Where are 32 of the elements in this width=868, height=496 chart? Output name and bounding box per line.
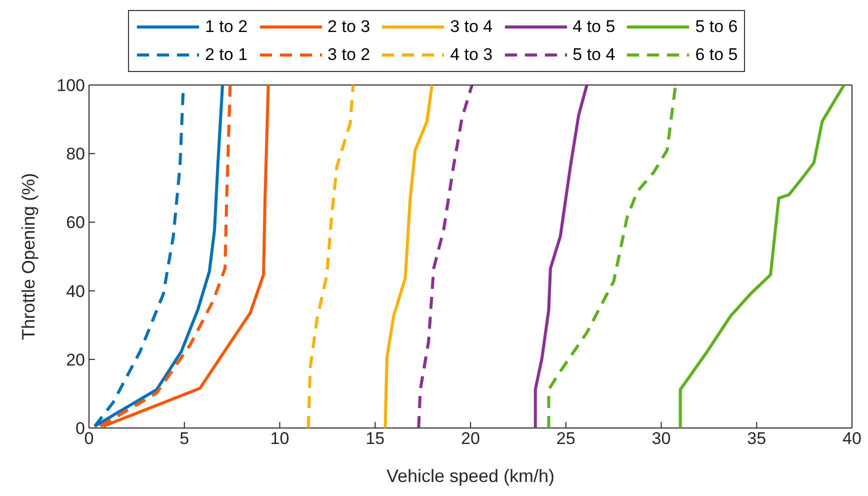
legend-label: 3 to 2: [328, 45, 370, 65]
y-tick-label: 80: [66, 144, 85, 164]
x-axis-title: Vehicle speed (km/h): [386, 466, 555, 486]
legend-label: 5 to 6: [695, 17, 738, 37]
x-tick-label: 40: [842, 429, 862, 448]
line-series: [678, 85, 846, 428]
x-tick-label: 35: [747, 429, 766, 448]
y-axis-title: Throttle Opening (%): [18, 172, 38, 340]
x-tick-label: 10: [270, 429, 290, 448]
legend-label: 2 to 3: [328, 17, 370, 37]
x-tick-label: 15: [366, 429, 385, 448]
line-series: [417, 85, 474, 428]
legend-label: 2 to 1: [205, 45, 248, 65]
legend-label: 1 to 2: [205, 17, 248, 37]
legend-label: 6 to 5: [695, 45, 738, 65]
line-series: [306, 85, 355, 428]
legend-label: 5 to 4: [572, 45, 616, 65]
x-tick-label: 5: [180, 429, 190, 448]
line-series: [384, 85, 434, 428]
y-tick-label: 20: [66, 350, 85, 370]
legend-label: 4 to 3: [450, 45, 493, 65]
x-tick-label: 25: [556, 429, 576, 448]
line-series: [102, 85, 270, 428]
x-tick-label: 20: [461, 429, 480, 448]
line-series: [547, 85, 678, 428]
line-series: [534, 85, 588, 428]
legend-label: 3 to 4: [450, 17, 493, 37]
legend-label: 4 to 5: [572, 17, 616, 37]
y-tick-label: 100: [56, 76, 85, 96]
y-tick-label: 40: [66, 282, 85, 301]
x-tick-label: 30: [652, 429, 671, 448]
y-tick-label: 60: [66, 213, 85, 232]
